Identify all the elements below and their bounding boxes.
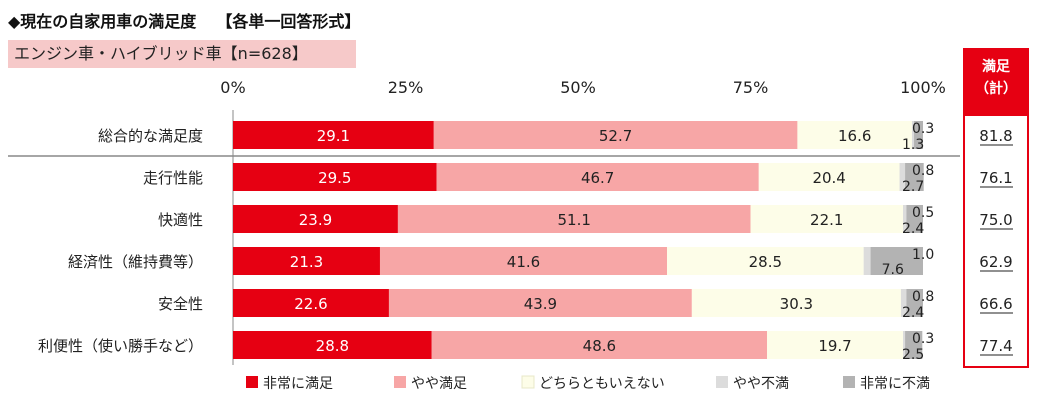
satisfaction-total-header: 満足 （計）: [963, 48, 1029, 116]
data-label: 41.6: [507, 253, 540, 271]
data-label: 52.7: [599, 127, 632, 145]
data-label: 1.0: [912, 247, 934, 263]
bar-segment: [436, 163, 759, 191]
data-label: 43.9: [524, 295, 557, 313]
bar-segment: [233, 331, 432, 359]
bar-segment: [433, 121, 798, 149]
data-label: 29.1: [317, 127, 350, 145]
data-label: 2.5: [902, 347, 924, 363]
format-note: 【各単一回答形式】: [216, 12, 361, 31]
legend-label: 非常に不満: [860, 376, 930, 392]
x-tick-label: 100%: [900, 78, 946, 97]
data-label: 7.6: [882, 262, 904, 278]
bar-segment: [233, 163, 437, 191]
data-label: 0.5: [912, 205, 934, 221]
legend-swatch: [521, 375, 535, 389]
satisfaction-total-value: 75.0: [979, 211, 1012, 229]
satisfaction-total-column: [963, 116, 1029, 368]
bar-segment: [233, 121, 434, 149]
bar-segment: [750, 205, 903, 233]
data-label: 23.9: [299, 211, 332, 229]
bar-segment: [911, 121, 915, 149]
data-label: 28.8: [316, 337, 349, 355]
bar-segment: [870, 247, 923, 275]
x-tick-label: 50%: [560, 78, 596, 97]
legend-label: やや満足: [411, 376, 467, 392]
satisfaction-total-value: 77.4: [979, 337, 1012, 355]
bar-segment: [233, 289, 389, 317]
page-title: ◆現在の自家用車の満足度 【各単一回答形式】: [8, 8, 360, 32]
data-label: 20.4: [812, 169, 845, 187]
title-text: ◆現在の自家用車の満足度: [8, 12, 197, 31]
category-label: 快適性: [158, 211, 203, 229]
category-label: 経済性（維持費等）: [68, 253, 203, 271]
bar-segment: [233, 205, 398, 233]
data-label: 1.3: [902, 137, 924, 153]
data-label: 0.3: [912, 121, 934, 137]
bar-segment: [767, 331, 903, 359]
satisfaction-total-value: 81.8: [979, 127, 1012, 145]
data-label: 19.7: [818, 337, 851, 355]
legend-swatch: [843, 376, 855, 388]
data-label: 29.5: [318, 169, 351, 187]
legend-label: やや不満: [733, 376, 789, 392]
bar-segment: [905, 163, 924, 191]
data-label: 0.8: [912, 163, 934, 179]
sat-header-line2: （計）: [975, 81, 1017, 97]
data-label: 51.1: [558, 211, 591, 229]
bar-segment: [667, 247, 864, 275]
bar-segment: [914, 121, 923, 149]
satisfaction-total-value: 66.6: [979, 295, 1012, 313]
bar-segment: [902, 331, 906, 359]
x-tick-label: 75%: [733, 78, 769, 97]
legend-label: 非常に満足: [263, 376, 333, 392]
bar-segment: [863, 247, 871, 275]
bar-segment: [797, 121, 912, 149]
data-label: 2.4: [902, 305, 924, 321]
bar-segment: [902, 205, 907, 233]
x-tick-label: 0%: [220, 78, 245, 97]
data-label: 16.6: [838, 127, 871, 145]
category-label: 走行性能: [143, 169, 203, 187]
bar-segment: [905, 331, 923, 359]
sat-header-line1: 満足: [982, 59, 1010, 75]
bar-segment: [233, 247, 380, 275]
bar-segment: [691, 289, 901, 317]
legend-swatch: [394, 376, 406, 388]
sample-label: エンジン車・ハイブリッド車【n=628】: [8, 40, 356, 68]
bar-segment: [906, 205, 923, 233]
legend-label: どちらともいえない: [539, 376, 665, 392]
data-label: 0.8: [912, 289, 934, 305]
bar-segment: [379, 247, 668, 275]
category-label: 利便性（使い勝手など）: [38, 337, 203, 355]
bar-segment: [758, 163, 900, 191]
legend-swatch: [246, 376, 258, 388]
data-label: 21.3: [290, 253, 323, 271]
data-label: 22.1: [810, 211, 843, 229]
category-label: 安全性: [158, 295, 203, 313]
data-label: 48.6: [583, 337, 616, 355]
legend-swatch: [716, 376, 728, 388]
satisfaction-total-value: 62.9: [979, 253, 1012, 271]
data-label: 2.4: [902, 221, 924, 237]
bar-segment: [388, 289, 692, 317]
satisfaction-total-value: 76.1: [979, 169, 1012, 187]
data-label: 0.3: [912, 331, 934, 347]
category-label: 総合的な満足度: [98, 127, 203, 145]
data-label: 28.5: [749, 253, 782, 271]
data-label: 2.7: [902, 179, 924, 195]
data-label: 30.3: [780, 295, 813, 313]
bar-segment: [431, 331, 768, 359]
data-label: 46.7: [581, 169, 614, 187]
bar-segment: [900, 289, 907, 317]
bar-segment: [397, 205, 751, 233]
x-tick-label: 25%: [388, 78, 424, 97]
bar-segment: [899, 163, 906, 191]
bar-segment: [906, 289, 923, 317]
data-label: 22.6: [294, 295, 327, 313]
